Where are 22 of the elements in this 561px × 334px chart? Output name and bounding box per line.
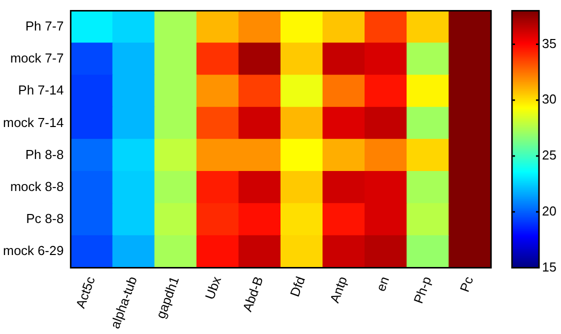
y-tick-label: Ph 7-7 xyxy=(25,18,64,34)
color-bar-label: 15 xyxy=(542,259,556,274)
color-bar-label: 25 xyxy=(542,148,556,163)
y-tick-label: mock 8-8 xyxy=(10,179,64,194)
x-tick-label: Antp xyxy=(326,274,350,305)
x-tick-label: Abd-B xyxy=(240,274,266,314)
y-tick-label: Pc 8-8 xyxy=(26,211,64,226)
x-tick-label: Act5c xyxy=(72,274,98,310)
color-bar-label: 20 xyxy=(542,203,556,218)
color-bar-label: 35 xyxy=(542,36,556,51)
x-tick-label: Ph-p xyxy=(410,274,434,306)
y-tick-label: mock 7-14 xyxy=(2,114,64,130)
x-tick-label: gapdh1 xyxy=(153,274,182,320)
y-tick-label: mock 6-29 xyxy=(2,243,64,258)
x-tick-label: en xyxy=(373,274,392,294)
x-tick-label: Ubx xyxy=(202,274,224,302)
x-tick-label: Dfd xyxy=(287,274,308,299)
y-tick-label: Ph 8-8 xyxy=(25,146,64,162)
y-tick-label: Ph 7-14 xyxy=(18,82,64,98)
color-bar-label: 30 xyxy=(542,92,556,107)
y-tick-label: mock 7-7 xyxy=(10,50,64,66)
x-tick-label: Pc xyxy=(456,274,476,294)
